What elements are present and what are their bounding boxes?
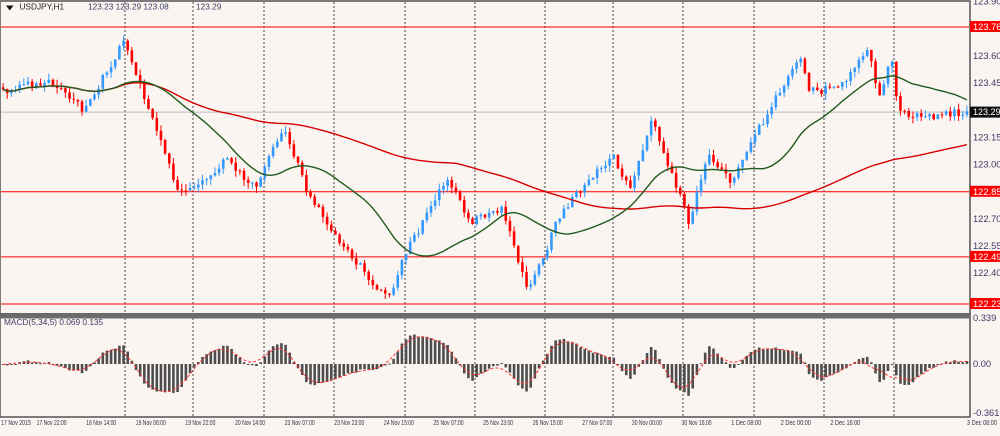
svg-text:19 Nov 22:00: 19 Nov 22:00 xyxy=(185,420,215,427)
svg-text:24 Nov 15:00: 24 Nov 15:00 xyxy=(384,420,414,427)
svg-text:123.00: 123.00 xyxy=(973,160,1000,170)
svg-text:19 Nov 06:00: 19 Nov 06:00 xyxy=(136,420,166,427)
svg-text:123.76: 123.76 xyxy=(973,22,1000,32)
svg-text:123.45: 123.45 xyxy=(973,78,1000,88)
svg-text:20 Nov 14:00: 20 Nov 14:00 xyxy=(235,420,265,427)
svg-text:2 Dec 00:00: 2 Dec 00:00 xyxy=(781,420,811,427)
svg-text:27 Nov 07:00: 27 Nov 07:00 xyxy=(582,420,612,427)
svg-text:17 Nov 22:00: 17 Nov 22:00 xyxy=(37,420,67,427)
svg-text:123.60: 123.60 xyxy=(973,51,1000,61)
svg-text:1 Dec 08:00: 1 Dec 08:00 xyxy=(731,420,761,427)
svg-text:30 Nov 16:00: 30 Nov 16:00 xyxy=(682,420,712,427)
svg-text:123.90: 123.90 xyxy=(973,0,1000,7)
svg-text:30 Nov 00:00: 30 Nov 00:00 xyxy=(632,420,662,427)
svg-text:26 Nov 15:00: 26 Nov 15:00 xyxy=(533,420,563,427)
svg-text:122.85: 122.85 xyxy=(973,187,1000,197)
svg-text:0.00: 0.00 xyxy=(973,359,991,369)
svg-text:123.29: 123.29 xyxy=(196,2,222,12)
svg-text:122.23: 122.23 xyxy=(973,299,1000,309)
svg-text:-0.361: -0.361 xyxy=(973,408,999,418)
svg-text:122.49: 122.49 xyxy=(973,252,1000,262)
svg-text:USDJPY,H1: USDJPY,H1 xyxy=(20,2,65,12)
svg-text:122.55: 122.55 xyxy=(973,241,1000,251)
svg-text:23 Nov 07:00: 23 Nov 07:00 xyxy=(285,420,315,427)
svg-text:123.29: 123.29 xyxy=(973,107,1000,117)
svg-text:123.15: 123.15 xyxy=(973,132,1000,142)
svg-text:123.23 123.29 123.08: 123.23 123.29 123.08 xyxy=(88,2,169,12)
svg-text:17 Nov 2015: 17 Nov 2015 xyxy=(1,420,31,427)
svg-text:122.70: 122.70 xyxy=(973,214,1000,224)
svg-text:23 Nov 23:00: 23 Nov 23:00 xyxy=(334,420,364,427)
svg-text:2 Dec 16:00: 2 Dec 16:00 xyxy=(830,420,860,427)
svg-text:3 Dec 08:00: 3 Dec 08:00 xyxy=(967,420,997,427)
svg-text:0.339: 0.339 xyxy=(973,313,996,323)
svg-text:122.40: 122.40 xyxy=(973,268,1000,278)
svg-text:25 Nov 23:00: 25 Nov 23:00 xyxy=(483,420,513,427)
svg-text:18 Nov 14:00: 18 Nov 14:00 xyxy=(86,420,116,427)
svg-text:25 Nov 07:00: 25 Nov 07:00 xyxy=(434,420,464,427)
svg-text:MACD(5,34,5) 0.069 0.135: MACD(5,34,5) 0.069 0.135 xyxy=(4,317,104,327)
